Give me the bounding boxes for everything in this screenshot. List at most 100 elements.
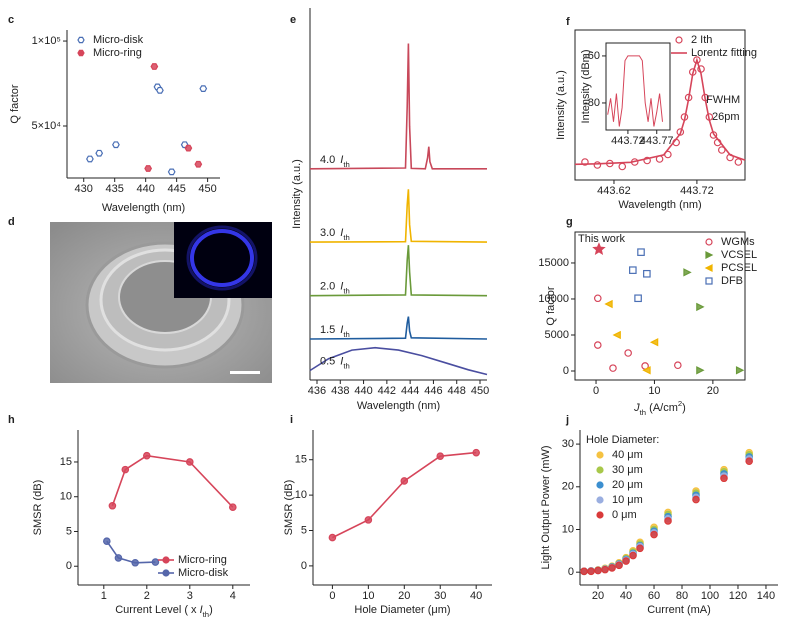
label-part: I	[340, 324, 343, 336]
legend-marker	[596, 481, 604, 489]
y-tick-label: 0	[66, 560, 72, 572]
x-tick-label: 1	[101, 590, 107, 602]
y-tick-label: 10	[295, 489, 307, 501]
y-tick-label: 10	[60, 491, 72, 503]
series-line	[607, 55, 663, 127]
legend-marker	[705, 251, 714, 259]
x-tick-label: 448	[448, 385, 466, 397]
marker	[609, 364, 617, 372]
x-tick-label: 0	[329, 590, 335, 602]
series-line	[309, 43, 487, 170]
marker	[735, 366, 745, 375]
x-tick-label: 0	[593, 385, 599, 397]
y-tick-label: 15000	[538, 257, 569, 269]
legend-label: 0 μm	[612, 509, 637, 521]
marker	[622, 557, 630, 565]
x-tick-label: 100	[701, 590, 719, 602]
label-part: th	[343, 361, 349, 370]
panel-label: j	[565, 414, 569, 426]
legend-marker	[596, 451, 604, 459]
legend-label: Micro-disk	[178, 567, 229, 579]
legend-marker	[704, 264, 713, 272]
marker	[592, 242, 606, 255]
series-label: 3.0 Ith	[320, 227, 350, 242]
label-part: 0.5	[320, 355, 335, 367]
legend-label: 2 Ith	[691, 34, 712, 46]
series-line	[106, 540, 156, 564]
marker	[112, 141, 120, 149]
marker	[601, 565, 609, 574]
marker	[184, 144, 193, 152]
series-line	[574, 57, 746, 166]
y-tick-label: 30	[562, 438, 574, 450]
label-part: 3.0	[320, 227, 335, 239]
panel-label: c	[8, 14, 14, 26]
marker	[634, 294, 642, 303]
legend-label: 10 μm	[612, 494, 643, 506]
legend-marker	[77, 36, 85, 44]
marker	[692, 495, 700, 504]
legend-marker	[705, 277, 713, 285]
label-part: (A/cm	[646, 402, 678, 414]
label-unit: Ith	[340, 281, 349, 296]
legend-label: PCSEL	[721, 262, 757, 274]
x-tick-label: 442	[378, 385, 396, 397]
label-part: I	[200, 604, 203, 616]
y-axis-label: Light Output Power (mW)	[540, 445, 552, 569]
label-part: Current Level ( x	[115, 604, 199, 616]
marker	[594, 566, 602, 575]
x-tick-label: 20	[398, 590, 410, 602]
legend-label: 30 μm	[612, 464, 643, 476]
x-axis-label: Hole Diameter (μm)	[354, 604, 450, 616]
x-axis-label: Current (mA)	[647, 604, 711, 616]
legend-label: Micro-ring	[178, 554, 227, 566]
label-part: 2.0	[320, 281, 335, 293]
x-tick-label: 10	[648, 385, 660, 397]
x-tick-label: 443.72	[680, 185, 714, 197]
marker	[580, 567, 588, 576]
label-part: th	[343, 159, 349, 168]
marker	[642, 366, 651, 375]
y-tick-label: 10	[562, 523, 574, 535]
label-part: th	[343, 286, 349, 295]
marker	[629, 266, 637, 274]
marker	[472, 448, 480, 457]
x-axis-label: Wavelength (nm)	[357, 400, 440, 412]
label-part: I	[340, 355, 343, 367]
marker	[636, 544, 644, 553]
series-label: 0.5 Ith	[320, 355, 350, 370]
series-label: 4.0 Ith	[320, 154, 350, 169]
x-tick-label: 450	[198, 183, 216, 195]
y-axis-label: Intensity (a.u.)	[291, 159, 303, 229]
y-axis-label: Intensity (dBm)	[580, 50, 592, 124]
x-tick-label: 436	[308, 385, 326, 397]
marker	[593, 294, 602, 303]
x-tick-label: 438	[331, 385, 349, 397]
marker	[194, 160, 203, 168]
legend-marker	[596, 466, 604, 474]
legend-label: Micro-ring	[93, 47, 142, 59]
marker	[131, 558, 139, 567]
y-axis-label: SMSR (dB)	[283, 480, 295, 536]
y-axis-label: Q factor	[545, 286, 557, 325]
marker	[144, 165, 153, 172]
scale-bar	[230, 371, 260, 374]
y-tick-label: -60	[584, 50, 600, 62]
marker	[696, 302, 705, 312]
x-tick-label: 30	[434, 590, 446, 602]
panel-label: g	[566, 216, 573, 228]
series-label: 1.5 Ith	[320, 324, 350, 339]
y-tick-label: 5000	[545, 329, 569, 341]
series-line	[332, 451, 477, 539]
marker	[650, 530, 658, 539]
x-tick-label: 3	[187, 590, 193, 602]
y-tick-label: 0	[563, 365, 569, 377]
inset-ring	[190, 229, 254, 287]
marker	[734, 158, 743, 166]
label-part: I	[340, 227, 343, 239]
y-tick-label: 5×10⁴	[31, 120, 61, 132]
y-tick-label: 0	[568, 566, 574, 578]
label-part: th	[203, 610, 209, 619]
x-tick-label: 4	[230, 590, 236, 602]
